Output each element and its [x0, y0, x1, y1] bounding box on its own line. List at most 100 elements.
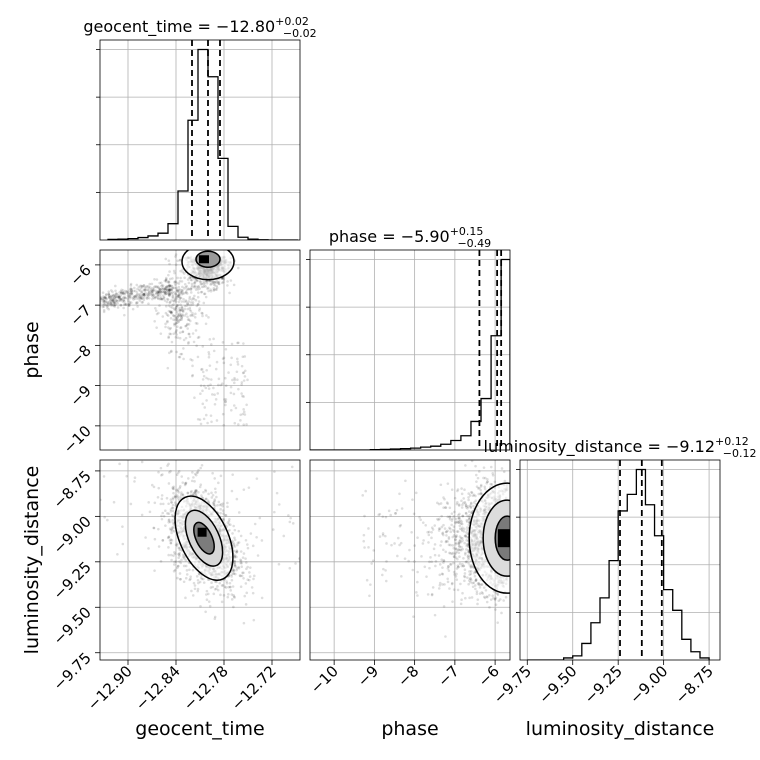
sample-point	[466, 506, 469, 510]
sample-point	[221, 584, 225, 587]
sample-point	[152, 288, 155, 291]
sample-point	[468, 570, 471, 573]
sample-point	[171, 303, 174, 307]
sample-point	[135, 293, 138, 297]
sample-point	[166, 314, 170, 317]
sample-point	[483, 596, 487, 600]
sample-point	[486, 480, 489, 483]
sample-point	[467, 582, 470, 586]
sample-point	[231, 568, 235, 571]
sample-point	[170, 312, 173, 315]
sample-point	[151, 288, 155, 292]
sample-point	[174, 263, 178, 267]
sample-point	[384, 579, 388, 583]
x-tick-label: −8	[394, 662, 422, 690]
hist-panel-geocent_time	[96, 39, 301, 241]
sample-point	[105, 304, 109, 308]
sample-point	[166, 366, 170, 370]
sample-point	[199, 290, 203, 294]
sample-point	[169, 311, 173, 314]
sample-point	[170, 558, 173, 562]
sample-point	[165, 278, 168, 281]
sample-point	[222, 356, 226, 360]
sample-point	[192, 581, 196, 585]
sample-point	[120, 292, 123, 295]
sample-point	[160, 497, 164, 501]
sample-point	[123, 302, 127, 305]
sample-point	[158, 287, 162, 291]
sample-point	[199, 280, 202, 284]
sample-point	[167, 521, 171, 524]
sample-point	[231, 539, 234, 543]
sample-point	[165, 292, 168, 295]
sample-point	[108, 296, 111, 299]
sample-point	[106, 304, 109, 308]
sample-point	[125, 290, 129, 293]
sample-point	[196, 295, 200, 299]
sample-point	[474, 579, 478, 582]
sample-point	[458, 541, 461, 545]
sample-point	[159, 290, 163, 293]
sample-point	[178, 546, 181, 550]
sample-point	[164, 287, 167, 290]
sample-point	[181, 330, 185, 333]
sample-point	[189, 358, 192, 361]
sample-point	[205, 279, 208, 283]
sample-point	[185, 573, 189, 576]
sample-point	[235, 550, 238, 554]
histogram-phase	[310, 258, 510, 450]
sample-point	[468, 494, 472, 497]
sample-point	[140, 284, 143, 288]
sample-point	[222, 277, 225, 281]
sample-point	[171, 486, 175, 489]
sample-point	[428, 566, 431, 570]
sample-point	[364, 489, 367, 493]
sample-point	[479, 488, 482, 492]
sample-point	[189, 287, 193, 291]
sample-point	[394, 512, 397, 515]
sample-point	[398, 543, 401, 547]
histogram-luminosity_distance	[527, 468, 710, 660]
sample-point	[100, 296, 102, 300]
sample-point	[198, 280, 202, 283]
sample-point	[123, 313, 126, 317]
sample-point	[135, 295, 139, 298]
sample-point	[160, 297, 164, 301]
sample-point	[175, 473, 179, 477]
sample-point	[363, 514, 366, 518]
sample-point	[197, 309, 201, 312]
sample-point	[175, 310, 179, 314]
sample-point	[224, 398, 228, 401]
sample-point	[152, 294, 156, 297]
sample-point	[159, 332, 163, 335]
sample-point	[197, 300, 201, 303]
sample-point	[184, 482, 187, 486]
sample-point	[178, 548, 182, 552]
sample-point	[228, 581, 232, 585]
sample-point	[112, 304, 116, 308]
sample-point	[240, 381, 244, 384]
sample-point	[298, 557, 300, 560]
sample-point	[138, 293, 142, 296]
sample-point	[171, 291, 174, 294]
sample-point	[111, 298, 115, 301]
sample-point	[291, 522, 295, 525]
sample-point	[454, 520, 457, 524]
sample-point	[195, 304, 199, 308]
sample-point	[235, 568, 238, 572]
sample-point	[178, 309, 182, 313]
sample-point	[211, 585, 215, 589]
sample-point	[168, 351, 171, 355]
sample-point	[196, 303, 200, 306]
sample-point	[167, 309, 171, 313]
sample-point	[160, 290, 163, 294]
sample-point	[177, 546, 181, 550]
sample-point	[491, 594, 494, 598]
sample-point	[452, 588, 456, 591]
sample-point	[438, 584, 442, 587]
sample-point	[474, 577, 478, 581]
sample-point	[164, 292, 167, 296]
sample-point	[177, 293, 181, 297]
sample-point	[244, 582, 248, 585]
sample-point	[169, 305, 172, 309]
